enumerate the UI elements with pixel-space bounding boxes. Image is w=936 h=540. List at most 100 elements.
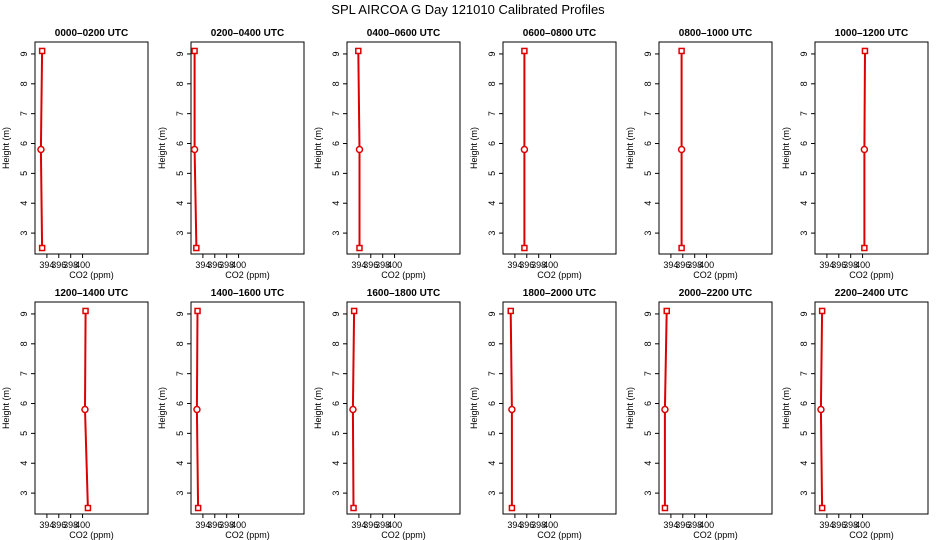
x-tick-label: 398	[531, 260, 546, 270]
profile-point-square	[84, 504, 92, 512]
y-axis-label: Height (m)	[1, 127, 11, 169]
x-tick-label: 394	[351, 260, 366, 270]
x-tick-label: 396	[51, 520, 66, 530]
profile-point-circle	[860, 145, 869, 154]
profile-point-circle	[508, 405, 516, 414]
x-axis-label: CO2 (ppm)	[537, 530, 582, 540]
y-tick-label: 7	[331, 371, 341, 376]
y-tick-label: 8	[331, 81, 341, 86]
profile-point-square	[350, 307, 358, 315]
x-tick-label: 396	[207, 260, 222, 270]
panel-title: 2200–2400 UTC	[835, 288, 908, 299]
y-tick-label: 5	[19, 171, 29, 176]
x-tick-label: 396	[51, 260, 66, 270]
profile-point-square	[82, 307, 89, 315]
y-tick-label: 9	[487, 51, 497, 56]
x-tick-label: 394	[663, 260, 678, 270]
plot-frame	[346, 41, 461, 255]
y-tick-label: 4	[331, 461, 341, 466]
x-tick-label: 400	[387, 260, 402, 270]
panel-title: 2000–2200 UTC	[679, 288, 752, 299]
y-tick-label: 7	[19, 111, 29, 116]
x-tick-label: 396	[519, 520, 534, 530]
x-axis-label: CO2 (ppm)	[381, 270, 426, 280]
y-tick-label: 3	[799, 231, 809, 236]
profile-point-square	[663, 307, 670, 315]
y-tick-label: 8	[175, 341, 185, 346]
x-tick-label: 394	[39, 520, 54, 530]
y-tick-label: 3	[175, 231, 185, 236]
profile-point-circle	[520, 145, 529, 154]
x-tick-label: 396	[363, 260, 378, 270]
profile-point-square	[678, 47, 685, 55]
x-tick-label: 398	[843, 260, 858, 270]
profile-point-square	[861, 244, 868, 252]
x-tick-label: 396	[363, 520, 378, 530]
x-tick-label: 398	[375, 260, 390, 270]
panel-title: 1400–1600 UTC	[211, 288, 284, 299]
panel-title: 0000–0200 UTC	[55, 28, 128, 39]
profile-point-circle	[661, 405, 669, 414]
x-axis-label: CO2 (ppm)	[69, 530, 114, 540]
x-tick-label: 400	[699, 520, 714, 530]
y-axis-label: Height (m)	[1, 387, 11, 429]
y-tick-label: 4	[331, 201, 341, 206]
x-axis-label: CO2 (ppm)	[849, 530, 894, 540]
y-tick-label: 4	[799, 201, 809, 206]
y-tick-label: 5	[331, 171, 341, 176]
profile-point-square	[38, 47, 46, 55]
y-tick-label: 4	[643, 461, 653, 466]
profile-point-square	[861, 47, 869, 55]
y-tick-label: 4	[175, 201, 185, 206]
profile-point-square	[508, 504, 516, 512]
x-tick-label: 398	[843, 520, 858, 530]
y-tick-label: 5	[487, 431, 497, 436]
profile-point-circle	[81, 405, 89, 414]
y-axis-label: Height (m)	[625, 387, 635, 429]
y-tick-label: 9	[175, 51, 185, 56]
profile-point-circle	[677, 145, 686, 154]
x-tick-label: 396	[831, 520, 846, 530]
y-tick-label: 7	[175, 371, 185, 376]
y-axis-label: Height (m)	[157, 127, 167, 169]
y-tick-label: 9	[175, 311, 185, 316]
y-tick-label: 4	[175, 461, 185, 466]
y-tick-label: 9	[643, 311, 653, 316]
y-tick-label: 6	[331, 141, 341, 146]
y-tick-label: 7	[643, 371, 653, 376]
panel-title: 0600–0800 UTC	[523, 28, 596, 39]
panel-title: 1200–1400 UTC	[55, 288, 128, 299]
profile-point-circle	[193, 405, 201, 414]
x-tick-label: 400	[75, 520, 90, 530]
x-tick-label: 400	[699, 260, 714, 270]
y-tick-label: 7	[487, 111, 497, 116]
y-tick-label: 9	[487, 311, 497, 316]
x-tick-label: 398	[63, 520, 78, 530]
x-tick-label: 396	[675, 260, 690, 270]
y-tick-label: 9	[643, 51, 653, 56]
x-axis-label: CO2 (ppm)	[693, 270, 738, 280]
x-axis-label: CO2 (ppm)	[69, 270, 114, 280]
y-tick-label: 5	[799, 431, 809, 436]
x-axis-label: CO2 (ppm)	[849, 270, 894, 280]
profile-point-square	[38, 244, 46, 252]
profile-point-circle	[37, 145, 45, 154]
x-tick-label: 400	[75, 260, 90, 270]
y-tick-label: 3	[175, 491, 185, 496]
y-tick-label: 5	[331, 431, 341, 436]
y-tick-label: 8	[643, 341, 653, 346]
y-tick-label: 7	[799, 371, 809, 376]
x-tick-label: 394	[39, 260, 54, 270]
y-tick-label: 4	[487, 201, 497, 206]
y-axis-label: Height (m)	[313, 127, 323, 169]
y-tick-label: 6	[643, 141, 653, 146]
y-tick-label: 6	[19, 141, 29, 146]
y-tick-label: 6	[799, 401, 809, 406]
